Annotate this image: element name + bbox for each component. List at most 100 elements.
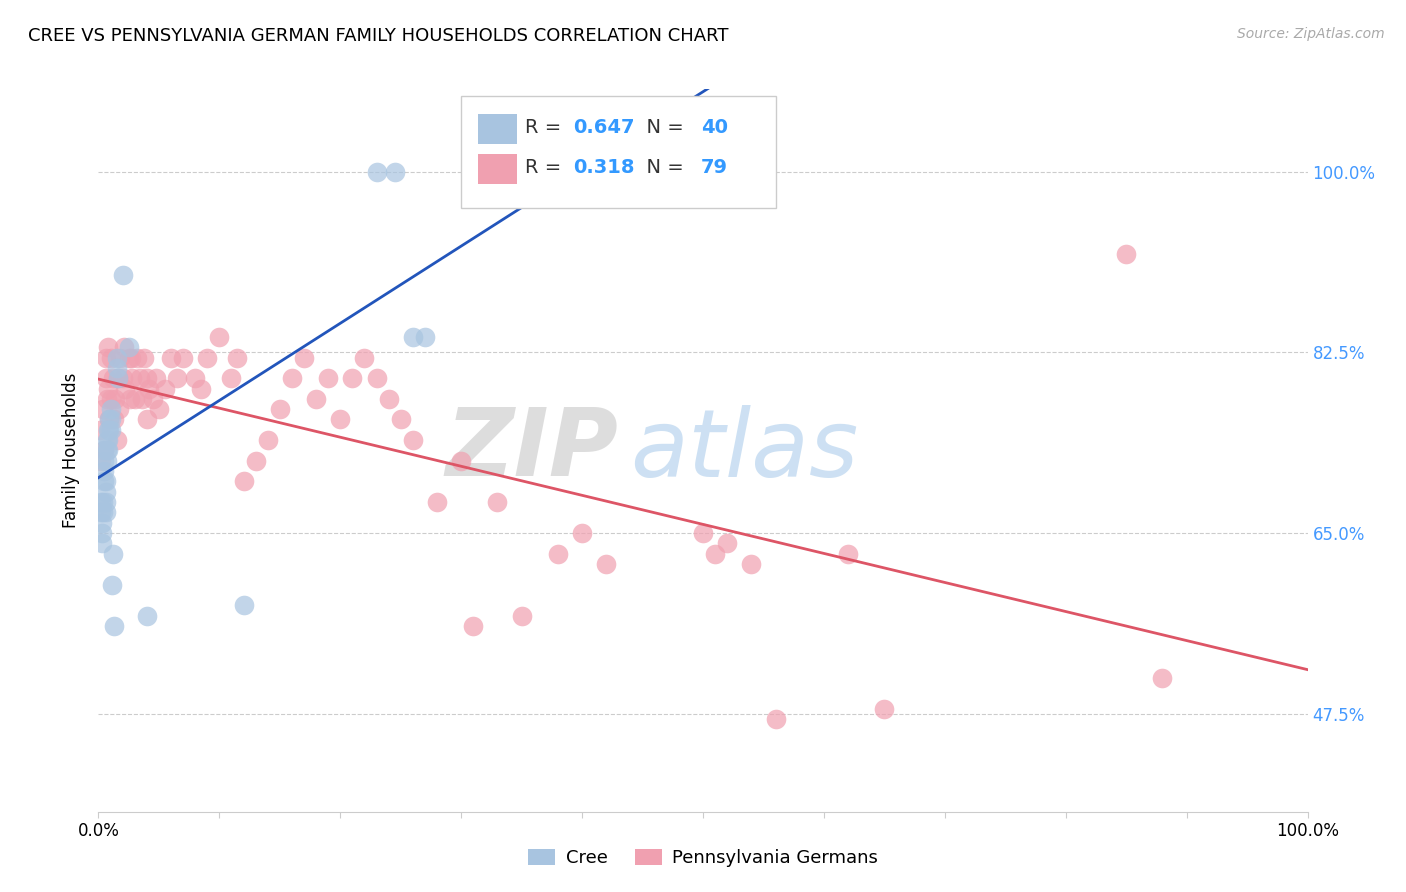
Point	[105, 360, 128, 375]
Text: 40: 40	[700, 118, 727, 137]
Text: R =: R =	[526, 158, 568, 177]
Text: atlas: atlas	[630, 405, 859, 496]
Point	[184, 371, 207, 385]
Point	[118, 340, 141, 354]
FancyBboxPatch shape	[478, 153, 517, 184]
Point	[837, 547, 859, 561]
Point	[145, 371, 167, 385]
Point	[547, 547, 569, 561]
Point	[384, 165, 406, 179]
Point	[100, 392, 122, 406]
Point	[377, 392, 399, 406]
Point	[704, 547, 727, 561]
Point	[765, 712, 787, 726]
Point	[100, 577, 122, 591]
Point	[91, 526, 114, 541]
Point	[131, 392, 153, 406]
Point	[510, 608, 533, 623]
Point	[160, 351, 183, 365]
Point	[111, 268, 134, 282]
Point	[389, 412, 412, 426]
Point	[232, 475, 254, 489]
Point	[94, 475, 117, 489]
Point	[97, 443, 120, 458]
Point	[450, 454, 472, 468]
Point	[256, 433, 278, 447]
Point	[93, 464, 115, 478]
Point	[93, 454, 115, 468]
Point	[402, 433, 425, 447]
Point	[93, 443, 115, 458]
Point	[97, 340, 120, 354]
Point	[96, 392, 118, 406]
Point	[89, 423, 111, 437]
Point	[127, 351, 149, 365]
Point	[114, 382, 136, 396]
Point	[105, 433, 128, 447]
Point	[245, 454, 267, 468]
Point	[90, 505, 112, 519]
Point	[94, 371, 117, 385]
Text: Source: ZipAtlas.com: Source: ZipAtlas.com	[1237, 27, 1385, 41]
Point	[232, 599, 254, 613]
Point	[353, 351, 375, 365]
Point	[97, 433, 120, 447]
Point	[118, 351, 141, 365]
Point	[100, 402, 122, 417]
Text: R =: R =	[526, 118, 568, 137]
Point	[93, 475, 115, 489]
Point	[135, 371, 157, 385]
Point	[571, 526, 593, 541]
Point	[107, 371, 129, 385]
Point	[692, 526, 714, 541]
Point	[103, 412, 125, 426]
Point	[112, 340, 135, 354]
Point	[108, 402, 131, 417]
Point	[195, 351, 218, 365]
Point	[94, 351, 117, 365]
Point	[98, 412, 121, 426]
Point	[402, 330, 425, 344]
Text: N =: N =	[634, 158, 690, 177]
Point	[93, 443, 115, 458]
Point	[135, 608, 157, 623]
Text: 79: 79	[700, 158, 727, 177]
Point	[101, 371, 124, 385]
Text: 0.318: 0.318	[574, 158, 636, 177]
Point	[148, 402, 170, 417]
FancyBboxPatch shape	[461, 96, 776, 209]
Point	[97, 382, 120, 396]
Point	[463, 619, 485, 633]
Point	[134, 351, 156, 365]
FancyBboxPatch shape	[478, 114, 517, 145]
Point	[740, 557, 762, 571]
Point	[124, 392, 146, 406]
Point	[190, 382, 212, 396]
Point	[269, 402, 291, 417]
Point	[486, 495, 509, 509]
Point	[329, 412, 352, 426]
Point	[118, 392, 141, 406]
Legend: Cree, Pennsylvania Germans: Cree, Pennsylvania Germans	[520, 841, 886, 874]
Text: ZIP: ZIP	[446, 404, 619, 497]
Text: 0.647: 0.647	[574, 118, 636, 137]
Point	[97, 423, 120, 437]
Point	[100, 423, 122, 437]
Point	[96, 454, 118, 468]
Point	[166, 371, 188, 385]
Text: N =: N =	[634, 118, 690, 137]
Point	[281, 371, 304, 385]
Text: CREE VS PENNSYLVANIA GERMAN FAMILY HOUSEHOLDS CORRELATION CHART: CREE VS PENNSYLVANIA GERMAN FAMILY HOUSE…	[28, 27, 728, 45]
Point	[94, 495, 117, 509]
Point	[91, 402, 114, 417]
Point	[426, 495, 449, 509]
Point	[138, 382, 160, 396]
Point	[121, 371, 143, 385]
Point	[100, 351, 122, 365]
Point	[94, 505, 117, 519]
Point	[100, 412, 122, 426]
Point	[172, 351, 194, 365]
Point	[1115, 247, 1137, 261]
Point	[366, 165, 388, 179]
Point	[103, 619, 125, 633]
